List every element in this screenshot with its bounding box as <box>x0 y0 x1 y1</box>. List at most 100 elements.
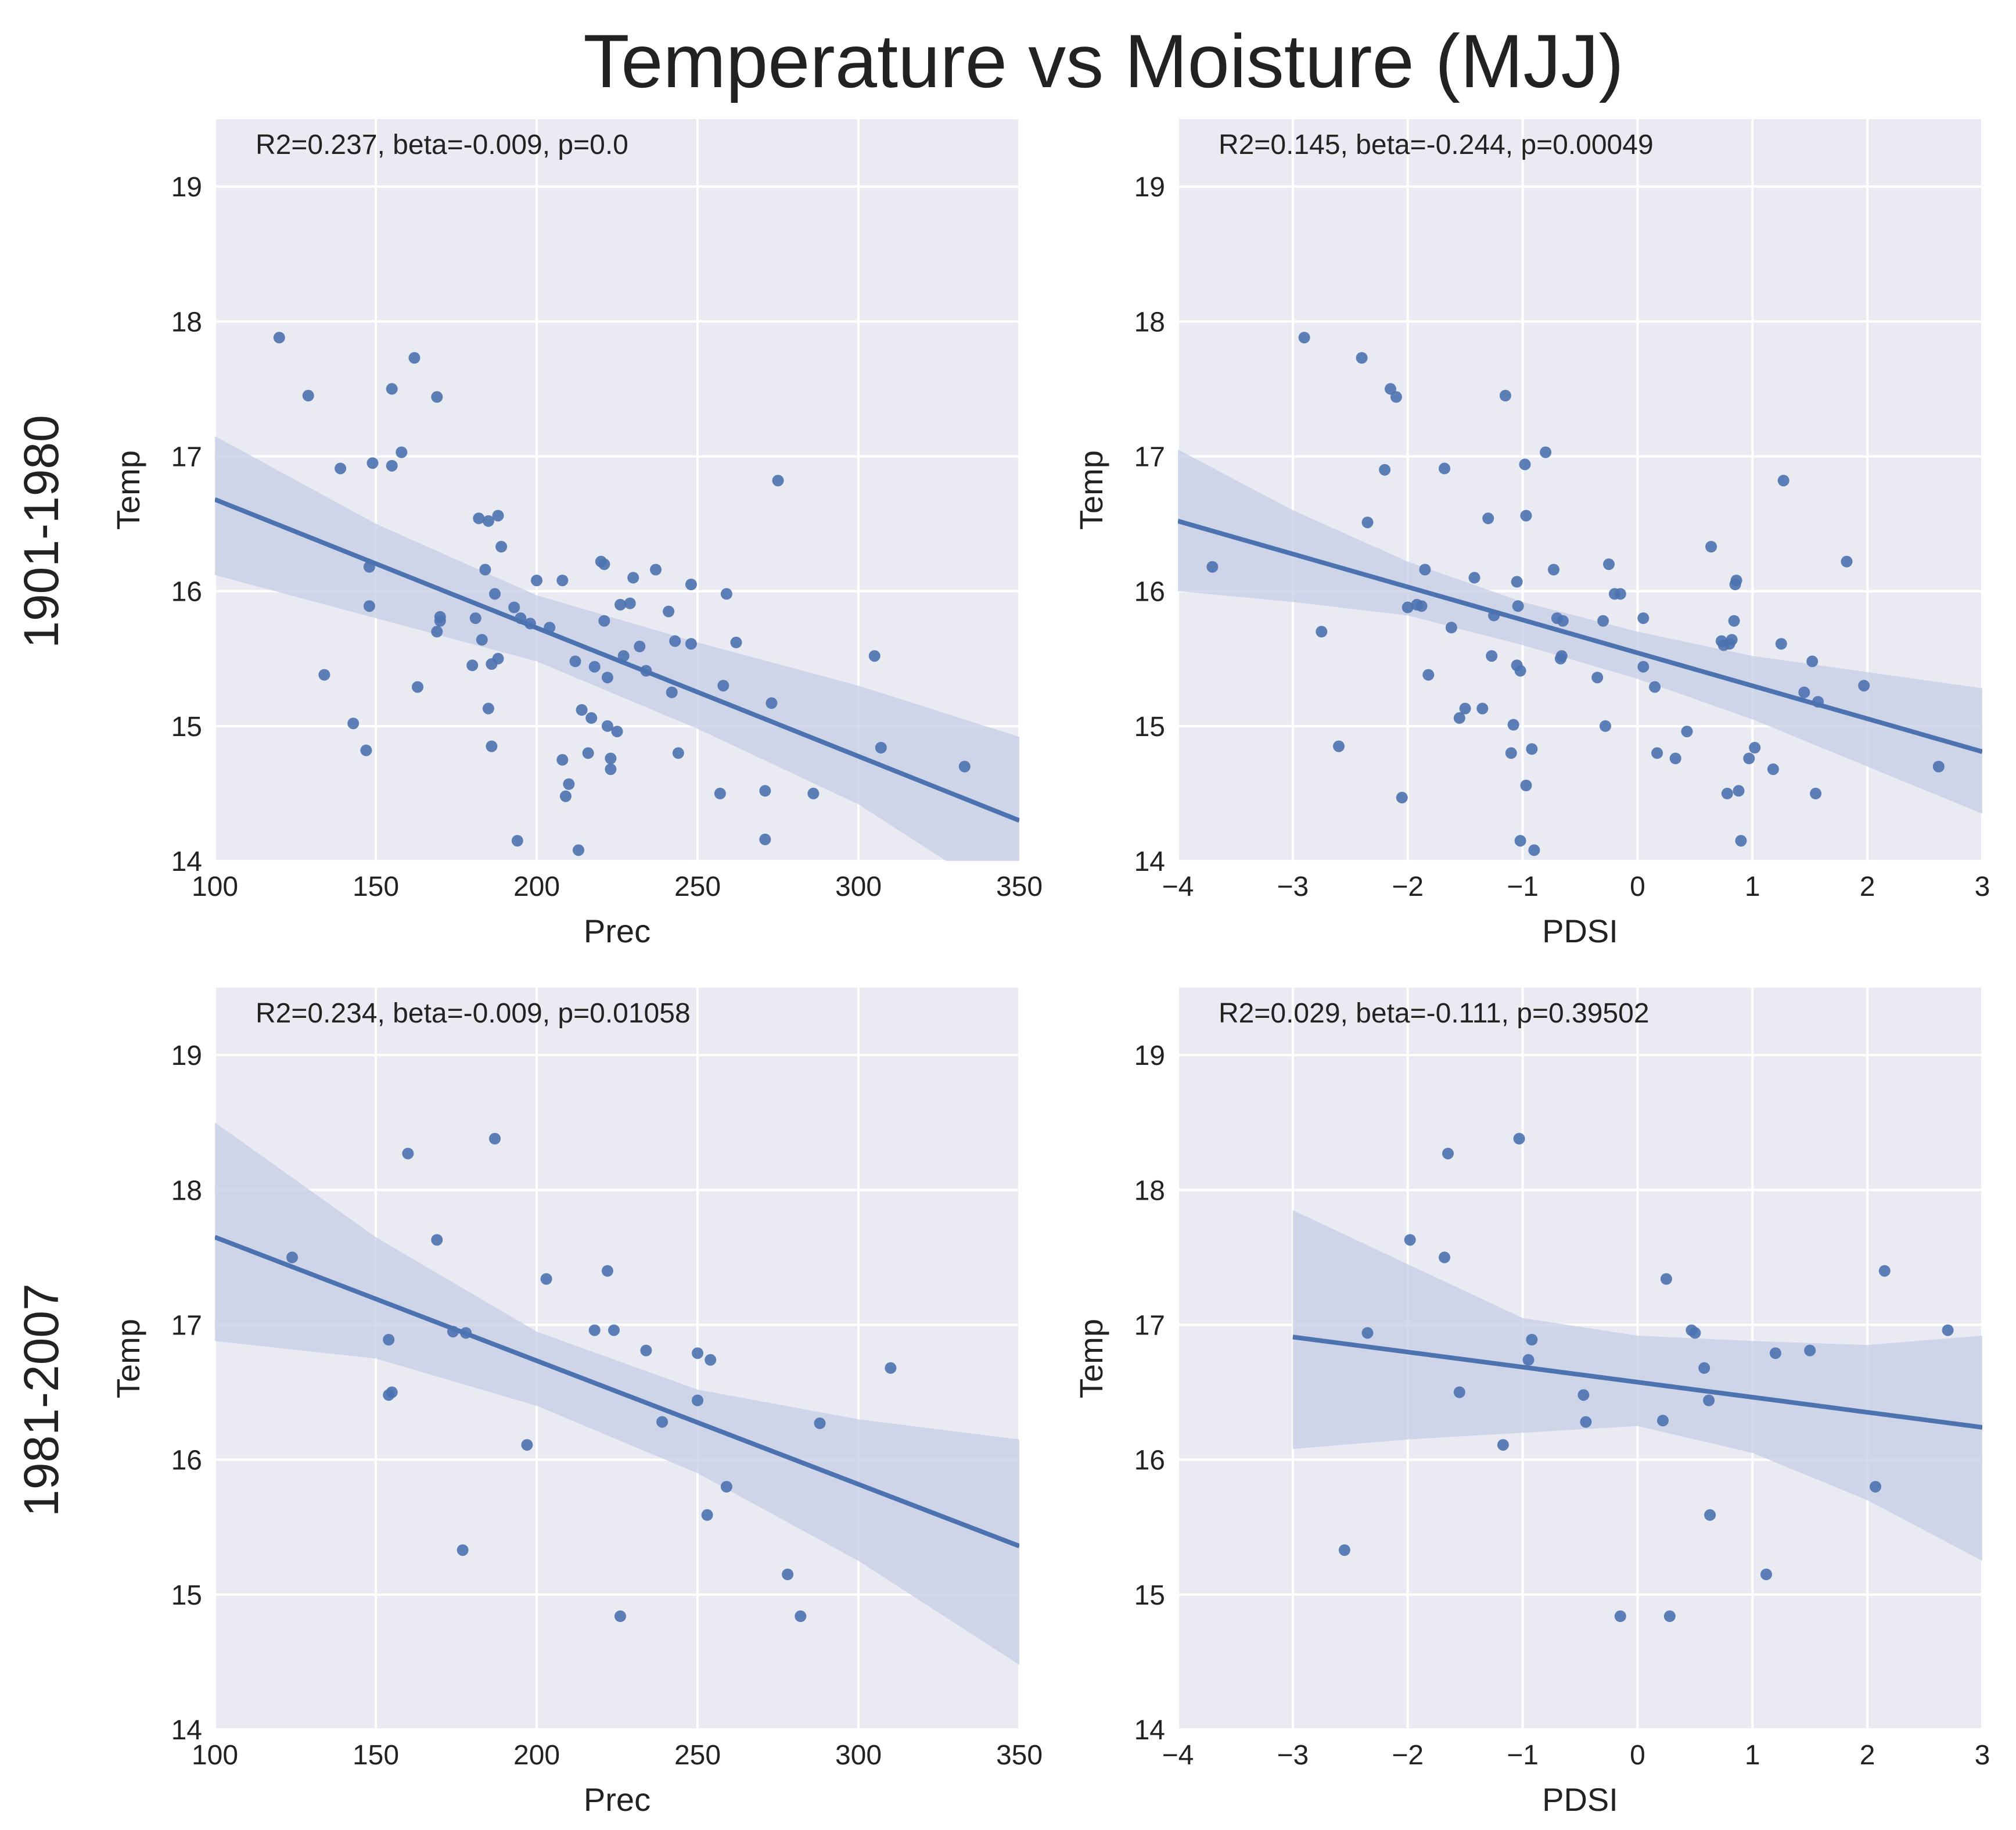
data-point <box>1511 576 1523 588</box>
data-point <box>431 391 443 403</box>
data-point <box>1841 555 1853 568</box>
data-point <box>1557 615 1569 627</box>
y-tick-label: 17 <box>171 442 202 472</box>
x-tick-label: 200 <box>513 1740 560 1771</box>
data-point <box>1733 785 1745 797</box>
data-point <box>363 600 375 612</box>
data-point <box>1749 742 1761 753</box>
data-point <box>1512 600 1524 612</box>
data-point <box>650 564 662 576</box>
x-tick-label: 0 <box>1630 1740 1645 1771</box>
data-point <box>1689 1327 1701 1339</box>
x-tick-label: 1 <box>1745 871 1760 902</box>
x-tick-label: 300 <box>835 871 882 902</box>
data-point <box>563 778 575 790</box>
x-tick-label: 3 <box>1975 871 1990 902</box>
x-tick-label: 350 <box>996 1740 1043 1771</box>
data-point <box>605 752 617 765</box>
data-point <box>1528 844 1540 856</box>
data-point <box>1681 726 1693 738</box>
row-label-1901-1980: 1901-1980 <box>14 415 69 648</box>
data-point <box>1385 383 1396 395</box>
data-point <box>286 1251 298 1264</box>
data-point <box>492 652 504 665</box>
x-tick-label: 100 <box>192 871 238 902</box>
data-point <box>1663 1610 1676 1622</box>
data-point <box>1878 1265 1891 1277</box>
data-point <box>1804 1344 1816 1357</box>
data-point <box>1767 763 1779 776</box>
data-point <box>1419 564 1431 576</box>
data-point <box>1206 561 1219 573</box>
data-point <box>482 702 494 715</box>
x-tick-label: 250 <box>674 1740 721 1771</box>
data-point <box>624 597 636 609</box>
y-tick-label: 19 <box>171 1040 202 1071</box>
data-point <box>614 598 626 611</box>
data-point <box>807 787 820 799</box>
data-point <box>772 475 784 487</box>
data-point <box>582 747 594 759</box>
x-tick-label: −3 <box>1277 1740 1309 1771</box>
data-point <box>576 704 588 716</box>
scatter-panel-1: 100 150 200 250 300 350 14 15 16 17 18 19 R2=0.237, … <box>110 119 1043 949</box>
confidence-band <box>1292 1210 1982 1561</box>
y-tick-label: 17 <box>1134 1310 1165 1341</box>
scatter-panel-2: −4 −3 −2 −1 0 1 2 3 14 15 16 17 18 19 R2=0.145, beta=-… <box>1073 119 1990 949</box>
data-point <box>1404 1234 1416 1246</box>
data-point <box>1730 575 1742 587</box>
y-axis-label: Temp <box>1073 1319 1109 1398</box>
data-point <box>585 712 598 724</box>
data-point <box>569 655 581 668</box>
stats-annotation: R2=0.234, beta=-0.009, p=0.01058 <box>256 998 691 1029</box>
data-point <box>1600 720 1611 732</box>
y-tick-label: 18 <box>1134 1175 1165 1206</box>
data-point <box>672 747 684 759</box>
data-point <box>1445 622 1457 634</box>
data-point <box>614 1610 626 1622</box>
data-point <box>1870 1481 1881 1493</box>
data-point <box>366 457 379 469</box>
data-point <box>531 575 542 587</box>
data-point <box>1932 760 1945 773</box>
x-tick-label: 150 <box>353 1740 399 1771</box>
plot-area <box>1178 332 1982 856</box>
data-point <box>360 744 372 756</box>
data-point <box>692 1347 703 1359</box>
data-point <box>492 509 504 522</box>
data-point <box>705 1354 717 1366</box>
data-point <box>1439 462 1450 475</box>
row-label-1981-2007: 1981-2007 <box>14 1283 69 1517</box>
data-point <box>386 460 398 472</box>
data-point <box>1705 541 1717 552</box>
data-point <box>685 638 697 650</box>
regression-line <box>1178 519 1982 754</box>
data-point <box>1735 835 1747 847</box>
data-point <box>386 383 398 395</box>
data-point <box>383 1334 395 1345</box>
data-point <box>1505 747 1517 759</box>
data-point <box>1669 752 1681 765</box>
data-point <box>1316 626 1328 638</box>
data-point <box>1520 780 1532 791</box>
data-point <box>1338 1544 1350 1556</box>
data-point <box>692 1394 703 1406</box>
figure-title: Temperature vs Moisture (MJJ) <box>583 19 1624 103</box>
data-point <box>466 659 479 672</box>
data-point <box>431 626 443 638</box>
y-tick-label: 18 <box>1134 307 1165 338</box>
y-tick-label: 19 <box>1134 1040 1165 1071</box>
x-tick-label: 300 <box>835 1740 882 1771</box>
data-point <box>1356 352 1368 364</box>
data-point <box>540 1273 552 1285</box>
data-point <box>601 672 613 684</box>
data-point <box>601 720 613 732</box>
data-point <box>685 579 697 590</box>
data-point <box>1657 1415 1669 1427</box>
data-point <box>1459 702 1471 715</box>
data-point <box>1580 1416 1592 1428</box>
data-point <box>489 588 501 600</box>
data-point <box>1482 512 1494 525</box>
y-tick-label: 15 <box>171 712 202 742</box>
